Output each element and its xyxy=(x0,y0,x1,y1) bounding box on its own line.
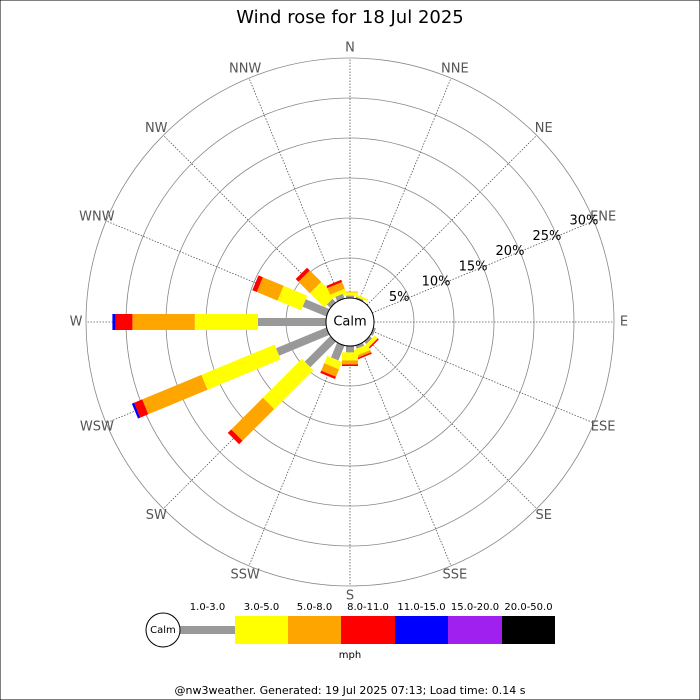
bar-segment xyxy=(326,279,343,289)
bar-segment xyxy=(258,318,326,326)
bar-segment xyxy=(370,327,376,336)
bar-segment xyxy=(131,402,141,419)
bar-segment xyxy=(298,270,322,294)
bar-segment xyxy=(252,275,263,292)
legend-swatch xyxy=(395,616,448,644)
bar-segment xyxy=(356,352,372,360)
bar-segment xyxy=(346,295,354,298)
legend-swatch xyxy=(288,616,341,644)
bar-segment xyxy=(295,267,310,282)
bar-segment xyxy=(342,360,358,365)
legend-calm-circle xyxy=(145,612,181,648)
bar-segment xyxy=(262,358,314,410)
direction-label: SW xyxy=(146,508,167,523)
direction-label: WNW xyxy=(79,210,115,225)
spoke xyxy=(248,344,342,567)
legend-label: 3.0-5.0 xyxy=(244,602,279,613)
bar-segment xyxy=(112,314,116,330)
legend-label: 15.0-20.0 xyxy=(451,602,499,613)
legend-swatch xyxy=(502,616,555,644)
chart-title: Wind rose for 18 Jul 2025 xyxy=(236,7,464,28)
bar-segment xyxy=(331,342,345,361)
direction-label: SSE xyxy=(442,568,467,583)
bar-segment xyxy=(346,346,354,353)
direction-label: NNW xyxy=(229,61,261,76)
r-tick-label: 15% xyxy=(459,259,488,274)
direction-label: S xyxy=(346,589,354,604)
bar-segment xyxy=(355,296,364,302)
spoke xyxy=(372,330,595,424)
bar-segment xyxy=(335,293,345,302)
bar-segment xyxy=(231,397,275,441)
spoke xyxy=(366,135,537,306)
legend-calm-label: Calm xyxy=(150,625,176,636)
bar-segment xyxy=(355,350,372,359)
bar-segment xyxy=(277,285,308,311)
bar-segment xyxy=(342,364,358,366)
spoke xyxy=(366,338,537,509)
direction-label: SSW xyxy=(230,568,260,583)
bar-segment xyxy=(320,370,336,379)
legend-label: 20.0-50.0 xyxy=(504,602,552,613)
r-tick-label: 25% xyxy=(532,229,561,244)
legend-swatch xyxy=(235,616,288,644)
bar-segment xyxy=(256,277,284,301)
direction-label: NNE xyxy=(441,61,469,76)
r-tick-label: 10% xyxy=(422,275,451,290)
direction-label: NE xyxy=(535,121,553,136)
legend-label: 11.0-15.0 xyxy=(397,602,445,613)
spoke xyxy=(248,77,342,300)
bar-segment xyxy=(201,344,281,390)
bar-segment xyxy=(321,363,339,377)
bar-segment xyxy=(324,355,343,370)
calm-label: Calm xyxy=(333,315,366,330)
spoke xyxy=(372,220,595,314)
bar-segment xyxy=(309,281,336,308)
bar-segment xyxy=(132,314,195,330)
bar-segment xyxy=(302,299,330,317)
legend-swatch xyxy=(448,616,502,644)
direction-label: N xyxy=(345,41,355,56)
bar-segment xyxy=(342,352,358,361)
direction-label: NW xyxy=(145,121,168,136)
bar-segment xyxy=(194,314,258,330)
bar-segment xyxy=(355,342,365,349)
calm-circle xyxy=(325,297,375,347)
legend-label: 5.0-8.0 xyxy=(297,602,332,613)
legend-unit: mph xyxy=(339,650,361,661)
direction-label: W xyxy=(70,315,83,330)
bar-segment xyxy=(364,336,373,345)
bar-segment xyxy=(366,338,379,351)
r-tick-label: 30% xyxy=(569,213,598,228)
bar-segment xyxy=(227,429,243,445)
bar-segment xyxy=(304,336,336,368)
bar-segment xyxy=(330,288,347,299)
legend-label: 1.0-3.0 xyxy=(190,602,225,613)
direction-label: ENE xyxy=(590,210,616,225)
r-tick-label: 5% xyxy=(389,290,410,305)
bar-segment xyxy=(352,293,369,302)
bar-segment xyxy=(115,314,133,330)
bar-segment xyxy=(134,399,149,418)
direction-label: E xyxy=(620,315,628,330)
direction-label: WSW xyxy=(80,419,114,434)
bar-segment xyxy=(276,327,330,356)
direction-label: ESE xyxy=(591,419,616,434)
legend-swatch xyxy=(341,616,395,644)
bar-segment xyxy=(327,282,345,295)
bar-segment xyxy=(142,374,208,415)
grid-ring xyxy=(85,57,615,587)
bar-segment xyxy=(326,298,336,308)
spoke xyxy=(358,344,452,567)
legend-swatch xyxy=(180,626,235,634)
direction-label: SE xyxy=(536,508,552,523)
footer: @nw3weather. Generated: 19 Jul 2025 07:1… xyxy=(175,684,526,697)
spoke xyxy=(358,77,452,300)
r-tick-label: 20% xyxy=(496,244,525,259)
legend-label: 8.0-11.0 xyxy=(347,602,389,613)
